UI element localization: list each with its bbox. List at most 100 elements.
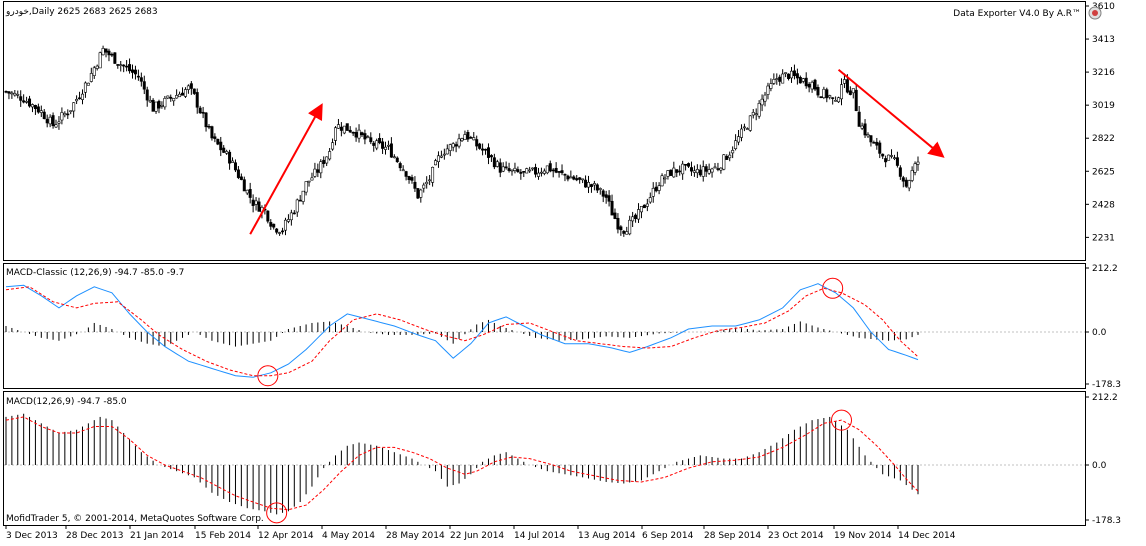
candle-body [904,179,908,187]
candle-body [78,97,82,100]
candle-body [778,76,782,82]
signal-cross-marker [831,409,853,431]
candle-body [672,167,676,178]
candle-body [75,98,79,102]
candle-body [136,75,140,78]
candle-body [716,168,720,170]
candle-body [434,160,438,166]
candle-body [198,107,202,114]
candle-body [857,111,861,127]
candle-body [298,199,302,202]
candle-body [336,124,340,129]
candle-body [410,177,414,181]
candle-body [169,96,173,99]
candle-body [513,167,517,171]
candle-body [222,147,226,153]
candle-body [372,142,376,146]
candle-body [804,77,808,87]
candle-body [469,137,473,139]
candle-body [233,162,237,171]
candle-body [554,167,558,173]
candle-body [189,83,193,89]
candle-body [534,167,538,175]
candle-body [769,83,773,89]
candle-body [572,176,576,180]
candle-body [72,102,76,112]
candle-body [578,177,582,180]
candle-body [225,151,229,154]
candle-body [316,169,320,173]
macd-panel[interactable] [3,391,1086,526]
candle-body [763,94,767,102]
candle-body [13,93,17,96]
candle-body [33,104,37,110]
candle-body [89,73,93,82]
candle-body [460,138,464,142]
candle-body [822,88,826,98]
candle-body [181,92,185,96]
candle-body [563,173,567,176]
price-panel-title: خودرو,Daily 2625 2683 2625 2683 [5,7,158,17]
candle-body [687,163,691,167]
candle-body [110,53,114,56]
candle-body [431,166,435,183]
price-axis-label: 2428 [1092,200,1115,210]
macd-classic-panel[interactable] [3,263,1086,389]
candle-body [413,181,417,189]
price-series-group [4,45,945,237]
candle-body [739,128,743,138]
candle-body [848,90,852,95]
candle-body [589,184,593,187]
candle-body [486,147,490,158]
candle-body [787,73,791,79]
candle-body [95,65,99,69]
candle-body [4,90,8,93]
candle-body [842,79,846,84]
candle-body [57,121,61,124]
candle-body [319,161,323,174]
candle-body [251,199,255,206]
price-axis-label: 3413 [1092,35,1115,45]
price-panel[interactable] [3,1,1086,261]
candle-body [331,142,335,150]
candle-body [878,142,882,154]
candle-body [890,155,894,157]
candle-body [692,170,696,173]
candle-body [328,151,332,160]
candle-body [304,181,308,193]
candle-body [122,64,126,67]
candle-body [701,166,705,177]
uptrend-arrow [249,103,323,235]
candle-body [575,178,579,181]
candle-body [107,50,111,56]
candle-body [192,88,196,94]
candle-body [236,169,240,178]
candle-body [213,136,217,139]
candle-body [516,169,520,173]
candle-body [128,64,132,72]
candle-body [289,212,293,221]
candle-body [887,154,891,161]
candle-body [569,176,573,179]
exporter-icon[interactable] [1088,6,1102,20]
macd-axis-label: -178.3 [1092,380,1121,390]
candle-body [384,146,388,150]
candle-body [207,125,211,128]
candle-body [313,168,317,177]
candle-body [428,179,432,182]
candle-body [610,200,614,216]
candle-body [819,96,823,99]
candle-body [884,158,888,163]
candle-body [363,133,367,140]
candle-body [116,64,120,66]
candle-body [269,222,273,227]
candle-body [145,89,149,101]
candle-body [301,190,305,202]
candle-body [810,81,814,90]
candle-body [528,169,532,172]
macd-title: MACD(12,26,9) -94.7 -85.0 [6,397,127,407]
candle-body [489,155,493,158]
candle-body [657,185,661,191]
candle-body [45,118,49,124]
